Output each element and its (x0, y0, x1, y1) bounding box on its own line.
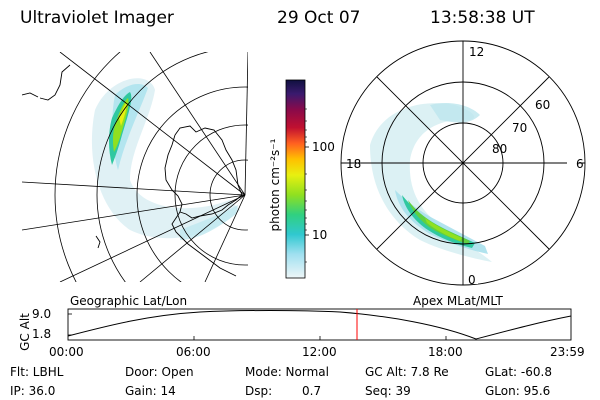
time-label: 13:58:38 UT (430, 8, 535, 28)
info-dsp-label: Dsp: (245, 384, 273, 398)
info-glat: GLat: -60.8 (485, 365, 552, 379)
info-dsp-value: 0.7 (302, 384, 322, 398)
date-label: 29 Oct 07 (277, 8, 361, 28)
geographic-panel-label: Geographic Lat/Lon (70, 294, 188, 308)
mlt-label-0: 0 (468, 273, 476, 287)
mlat-label-60: 60 (535, 98, 551, 112)
xtick-1800: 18:00 (428, 345, 463, 359)
info-seq: Seq: 39 (365, 384, 411, 398)
instrument-title: Ultraviolet Imager (20, 8, 174, 28)
xtick-1200: 12:00 (302, 345, 337, 359)
colorbar (285, 79, 309, 279)
mlat-label-80: 80 (492, 142, 508, 156)
geographic-map (22, 52, 248, 282)
info-glon: GLon: 95.6 (485, 384, 551, 398)
altitude-ylabel: GC Alt (18, 313, 32, 351)
xtick-0600: 06:00 (176, 345, 211, 359)
mlat-label-70: 70 (512, 121, 528, 135)
xtick-2359: 23:59 (550, 345, 585, 359)
mlt-label-18: 18 (346, 157, 362, 171)
info-ip: IP: 36.0 (10, 384, 56, 398)
colorbar-unit-label: photon cm⁻²s⁻¹ (268, 138, 282, 232)
apex-panel-label: Apex MLat/MLT (413, 294, 503, 308)
info-door: Door: Open (125, 365, 194, 379)
info-filter: Flt: LBHL (10, 365, 64, 379)
altitude-plot (67, 308, 572, 341)
aurora-diffuse-apex (370, 103, 492, 263)
altitude-ytick-top: 9.0 (32, 307, 52, 321)
altitude-curve (67, 310, 572, 340)
info-mode: Mode: Normal (245, 365, 329, 379)
mlt-label-6: 6 (576, 157, 584, 171)
info-gain: Gain: 14 (125, 384, 176, 398)
colorbar-tick-10: 10 (312, 228, 328, 242)
apex-polar-plot (340, 40, 586, 286)
xtick-0000: 00:00 (49, 345, 84, 359)
mlt-label-12: 12 (469, 45, 485, 59)
altitude-ytick-bottom: 1.8 (32, 327, 52, 341)
colorbar-tick-100: 100 (312, 140, 335, 154)
info-gc-alt: GC Alt: 7.8 Re (365, 365, 449, 379)
